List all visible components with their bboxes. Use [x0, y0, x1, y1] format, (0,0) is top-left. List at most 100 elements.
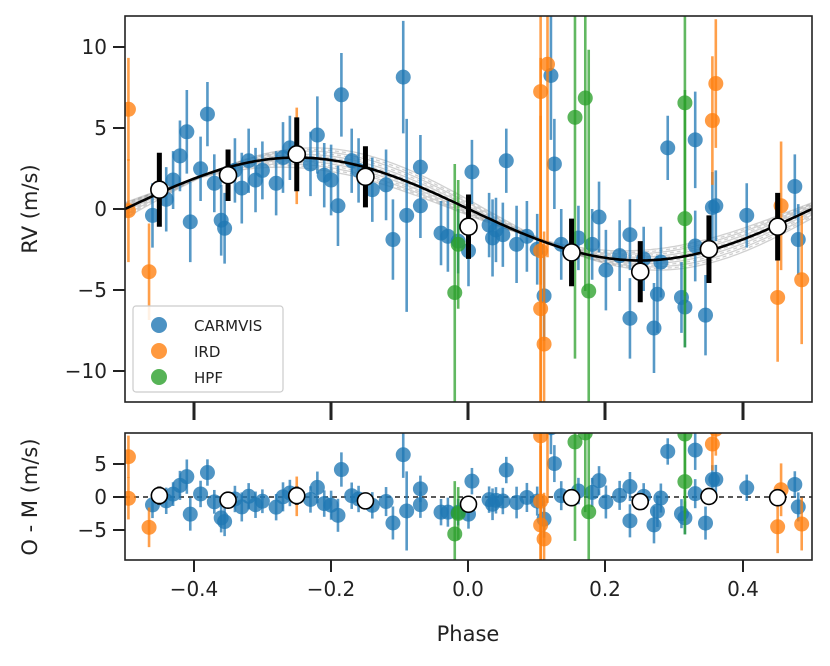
- residual-point: [591, 473, 607, 489]
- rv-point: [179, 124, 195, 140]
- rv-point: [378, 177, 394, 193]
- rv-point: [533, 243, 549, 259]
- residual-point: [395, 447, 411, 463]
- top-panel: 10 5 0 −5 −10 RV (m/s) CARMVIS IRD HPF: [18, 15, 813, 420]
- residual-point: [412, 481, 428, 497]
- binned-residual-point: [631, 492, 650, 511]
- binned-residuals: [150, 486, 787, 514]
- rv-point: [330, 198, 346, 214]
- residual-point: [660, 443, 676, 459]
- residual-point: [567, 434, 583, 450]
- top-ytick-label: 0: [94, 197, 107, 221]
- residual-point: [254, 493, 270, 509]
- rv-point: [787, 178, 803, 194]
- residual-point: [533, 493, 549, 509]
- residual-point: [770, 519, 786, 535]
- residual-point: [199, 465, 215, 481]
- rv-point: [708, 76, 724, 92]
- residual-point: [687, 442, 703, 458]
- residual-point: [464, 473, 480, 489]
- residual-point: [309, 479, 325, 495]
- rv-point: [622, 227, 638, 243]
- rv-point: [677, 95, 693, 111]
- binned-points: [150, 117, 787, 303]
- residual-point: [234, 499, 250, 515]
- binned-residual-point: [768, 488, 787, 507]
- residual-point: [708, 471, 724, 487]
- rv-point: [234, 180, 250, 196]
- rv-point: [364, 182, 380, 198]
- binned-residual-point: [287, 486, 306, 505]
- rv-point: [567, 109, 583, 125]
- rv-point: [495, 227, 511, 243]
- bottom-panel: 5 0 −5 O - M (m/s) −0.4 −0.2 0.0 0.2 0.4…: [18, 416, 813, 646]
- residual-point: [649, 503, 665, 519]
- residual-point: [217, 514, 233, 530]
- rv-point: [399, 207, 415, 223]
- legend-label-carmvis: CARMVIS: [194, 317, 262, 335]
- rv-point: [536, 336, 552, 352]
- legend-marker-ird: [151, 343, 167, 359]
- binned-residual-point: [700, 487, 718, 506]
- rv-point: [268, 175, 284, 191]
- residual-point: [622, 479, 638, 495]
- xtick-label: 0.2: [589, 577, 621, 601]
- rv-point: [770, 289, 786, 305]
- xtick-label: 0.0: [452, 577, 484, 601]
- rv-point: [199, 106, 215, 122]
- rv-point: [687, 132, 703, 148]
- residual-point: [179, 469, 195, 485]
- rv-point: [144, 207, 160, 223]
- rv-point: [498, 153, 514, 169]
- rv-point: [333, 87, 349, 103]
- residual-point: [536, 531, 552, 547]
- residual-point: [677, 433, 693, 442]
- residual-point: [333, 462, 349, 478]
- binned-point: [218, 165, 238, 185]
- binned-residual-point: [459, 495, 478, 514]
- residual-point: [540, 416, 555, 431]
- rv-point: [509, 236, 525, 252]
- rv-point: [450, 236, 466, 252]
- rv-point: [660, 140, 676, 156]
- top-ytick-label: 10: [82, 35, 107, 59]
- rv-point: [546, 156, 562, 172]
- bot-ytick-label: −5: [78, 518, 107, 542]
- binned-point: [356, 167, 375, 187]
- rv-point: [698, 307, 714, 323]
- residual-point: [653, 490, 669, 506]
- legend-label-hpf: HPF: [194, 369, 223, 387]
- residual-point: [598, 494, 614, 510]
- top-x-axis: [192, 402, 745, 420]
- rv-point: [649, 286, 665, 302]
- residual-point: [698, 515, 714, 531]
- rv-point: [584, 236, 600, 252]
- rv-point: [622, 310, 638, 326]
- rv-point: [217, 220, 233, 236]
- binned-residual-point: [562, 488, 581, 507]
- residual-point: [330, 507, 346, 523]
- bottom-x-axis: −0.4 −0.2 0.0 0.2 0.4 Phase: [170, 560, 759, 646]
- rv-point: [687, 238, 703, 254]
- binned-residual-point: [150, 486, 169, 505]
- top-ytick-label: −10: [65, 359, 107, 383]
- rv-point: [165, 172, 181, 188]
- bot-ytick-label: 5: [94, 452, 107, 476]
- rv-point: [395, 69, 411, 85]
- top-y-axis-title: RV (m/s): [18, 164, 42, 253]
- residual-point: [612, 487, 628, 503]
- residual-point: [646, 517, 662, 533]
- bottom-y-axis: 5 0 −5 O - M (m/s): [18, 438, 125, 556]
- rv-point: [591, 209, 607, 225]
- rv-point: [704, 113, 720, 129]
- rv-point: [540, 56, 556, 72]
- rv-point: [790, 232, 806, 248]
- top-y-axis: 10 5 0 −5 −10 RV (m/s): [18, 35, 125, 383]
- bottom-y-axis-title: O - M (m/s): [18, 438, 42, 555]
- residual-point: [498, 462, 514, 478]
- rv-point: [646, 320, 662, 336]
- residual-point: [709, 433, 723, 437]
- residual-point: [302, 491, 318, 507]
- rv-point: [464, 164, 480, 180]
